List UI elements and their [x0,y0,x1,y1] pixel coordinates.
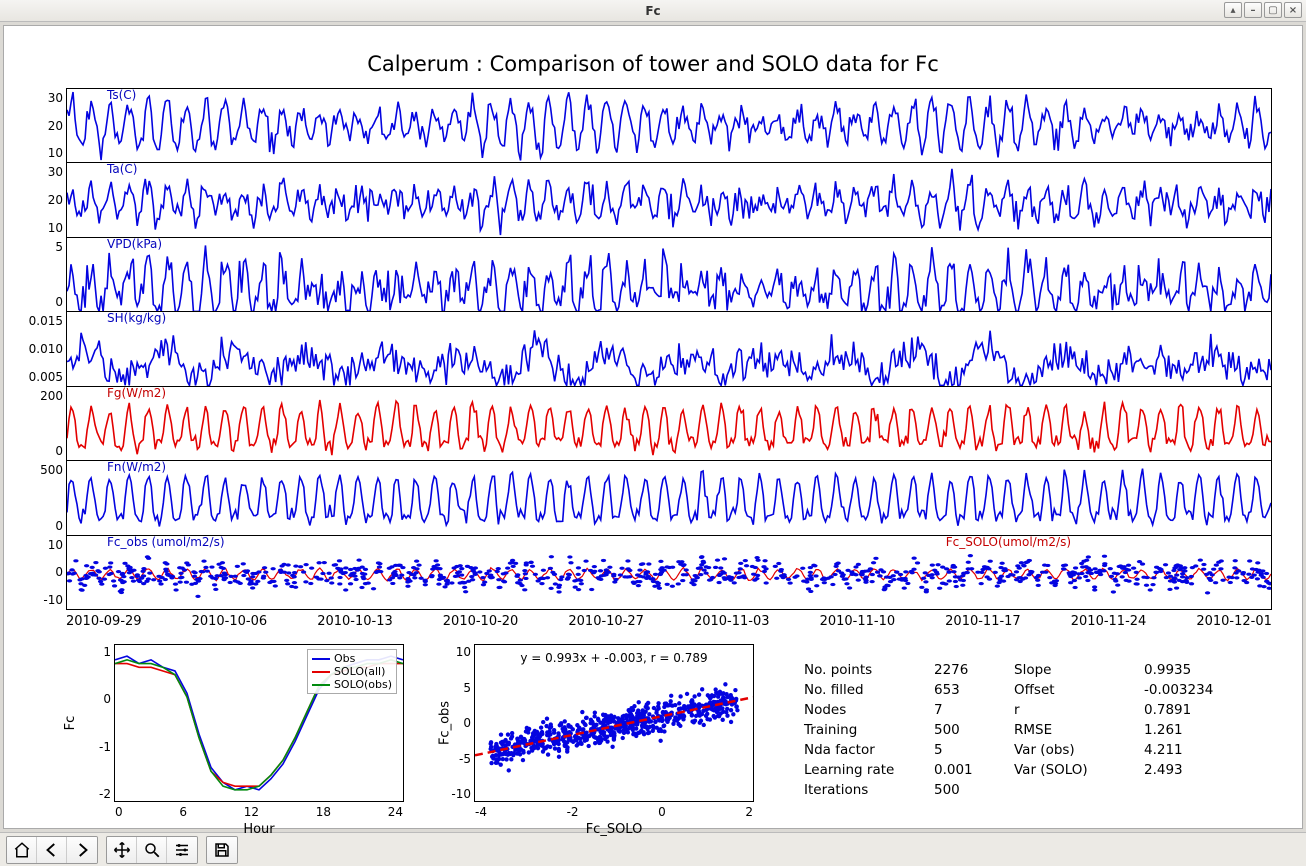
stat-cell: 500 [934,782,994,798]
stat-cell: Var (SOLO) [1014,762,1124,778]
panel-TaC: Ta(C)302010 [66,162,1272,236]
window-title: Fc [645,4,660,18]
scatter-chart: y = 0.993x + -0.003, r = 0.789 1050-5-10… [474,644,754,802]
window-titlebar: Fc ▴ – ▢ × [0,0,1306,22]
scatter-xaxis: -4-202 [475,805,753,819]
panel-yaxis: 2000 [15,387,63,460]
legend-item: SOLO(obs) [312,678,392,691]
scatter-xlabel: Fc_SOLO [475,822,753,837]
home-icon [13,841,31,859]
stat-cell: Iterations [804,782,914,798]
stat-cell: 0.9935 [1144,662,1213,678]
stat-cell: Var (obs) [1014,742,1124,758]
back-button[interactable] [37,837,67,863]
panel-yaxis: 302010 [15,89,63,162]
stats-block: No. points No. filled Nodes Training Nda fac… [784,644,1272,822]
date-tick: 2010-11-17 [945,614,1021,629]
stat-cell: Slope [1014,662,1124,678]
scatter-ylabel: Fc_obs [438,701,453,745]
stat-cell: No. points [804,662,914,678]
panel-FgWm2: Fg(W/m2)2000 [66,386,1272,460]
diurnal-xaxis: 06121824 [115,805,403,819]
stat-cell: 1.261 [1144,722,1213,738]
panel-TsC: Ts(C)302010 [66,88,1272,162]
stat-cell: Learning rate [804,762,914,778]
diurnal-xlabel: Hour [115,822,403,837]
stat-cell: -0.003234 [1144,682,1213,698]
sliders-icon [173,841,191,859]
window-controls: ▴ – ▢ × [1224,2,1302,18]
diurnal-yaxis: 10-1-2 [77,645,111,801]
diurnal-chart: 10-1-2 06121824 Fc Hour ObsSOLO(all)SOLO… [114,644,404,802]
move-icon [113,841,131,859]
forward-button[interactable] [67,837,97,863]
stats-left-labels: No. points No. filled Nodes Training Nda fac… [804,662,914,822]
panel-yaxis: 50 [15,238,63,311]
stat-cell: Nda factor [804,742,914,758]
stat-cell: Training [804,722,914,738]
legend-item: Obs [312,652,392,665]
date-axis: 2010-09-29 2010-10-06 2010-10-13 2010-10-20… [66,614,1272,629]
arrow-right-icon [73,841,91,859]
stat-cell: 2.493 [1144,762,1213,778]
window-maximize-button[interactable]: ▢ [1264,2,1282,18]
date-tick: 2010-12-01 [1196,614,1272,629]
home-button[interactable] [7,837,37,863]
stats-right-labels: Slope Offset r RMSE Var (obs) Var (SOLO) [1014,662,1124,822]
date-tick: 2010-11-24 [1071,614,1147,629]
panel-yaxis: 5000 [15,461,63,534]
bottom-row: 10-1-2 06121824 Fc Hour ObsSOLO(all)SOLO… [66,644,1272,822]
stat-cell: 7 [934,702,994,718]
configure-button[interactable] [167,837,197,863]
window-rollup-button[interactable]: ▴ [1224,2,1242,18]
panel-VPDkPa: VPD(kPa)50 [66,237,1272,311]
stat-cell: 5 [934,742,994,758]
pan-button[interactable] [107,837,137,863]
stat-cell: No. filled [804,682,914,698]
date-tick: 2010-10-27 [568,614,644,629]
stat-cell: 500 [934,722,994,738]
stat-cell: r [1014,702,1124,718]
stat-cell: Offset [1014,682,1124,698]
window-close-button[interactable]: × [1284,2,1302,18]
stat-cell: Nodes [804,702,914,718]
stats-left-values: 2276 653 7 500 5 0.001 500 [934,662,994,822]
save-icon [213,841,231,859]
timeseries-panels: Ts(C)302010Ta(C)302010VPD(kPa)50SH(kg/kg… [66,88,1272,610]
save-button[interactable] [207,837,237,863]
date-tick: 2010-11-03 [694,614,770,629]
stats-right-values: 0.9935 -0.003234 0.7891 1.261 4.211 2.493 [1144,662,1213,822]
arrow-left-icon [43,841,61,859]
zoom-icon [143,841,161,859]
mpl-toolbar [0,832,1306,866]
window-minimize-button[interactable]: – [1244,2,1262,18]
stat-cell: 653 [934,682,994,698]
panel-FnWm2: Fn(W/m2)5000 [66,460,1272,534]
diurnal-legend: ObsSOLO(all)SOLO(obs) [307,649,397,694]
date-tick: 2010-10-13 [317,614,393,629]
stat-cell: 0.001 [934,762,994,778]
stat-cell: 2276 [934,662,994,678]
diurnal-ylabel: Fc [63,716,78,731]
panel-SHkgkg: SH(kg/kg)0.0150.0100.005 [66,311,1272,385]
panel-yaxis: 302010 [15,163,63,236]
zoom-button[interactable] [137,837,167,863]
panel-Fcobsumolm2s: Fc_obs (umol/m2/s)Fc_SOLO(umol/m2/s)100-… [66,535,1272,610]
date-tick: 2010-09-29 [66,614,142,629]
panel-yaxis: 0.0150.0100.005 [15,312,63,385]
stat-cell: 4.211 [1144,742,1213,758]
date-tick: 2010-10-20 [443,614,519,629]
figure-canvas: Calperum : Comparison of tower and SOLO … [3,25,1303,829]
figure-title: Calperum : Comparison of tower and SOLO … [4,52,1302,76]
stat-cell: 0.7891 [1144,702,1213,718]
stat-cell: RMSE [1014,722,1124,738]
date-tick: 2010-11-10 [820,614,896,629]
panel-yaxis: 100-10 [15,536,63,609]
legend-item: SOLO(all) [312,665,392,678]
date-tick: 2010-10-06 [192,614,268,629]
